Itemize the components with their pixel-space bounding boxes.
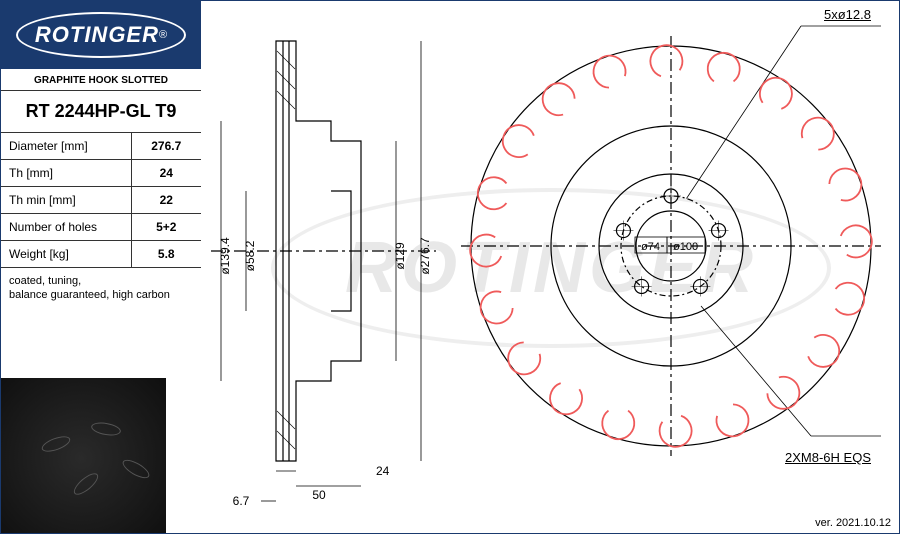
notes: coated, tuning, balance guaranteed, high…: [1, 268, 201, 309]
version-text: ver. 2021.10.12: [815, 517, 891, 529]
svg-text:6.7: 6.7: [233, 494, 250, 508]
svg-text:ø100: ø100: [673, 241, 698, 253]
spec-panel: ROTINGER® GRAPHITE HOOK SLOTTED RT 2244H…: [1, 1, 201, 309]
svg-text:ø74: ø74: [641, 241, 660, 253]
spec-table: Diameter [mm]276.7 Th [mm]24 Th min [mm]…: [1, 133, 201, 268]
svg-text:ø129: ø129: [393, 242, 407, 270]
side-view: ø276.7 ø129 ø58.2 ø139.4 24 50 6.7: [201, 11, 441, 511]
logo: ROTINGER®: [1, 1, 201, 69]
product-photo: [1, 378, 166, 533]
table-row: Diameter [mm]276.7: [1, 133, 201, 160]
svg-text:ø276.7: ø276.7: [418, 237, 432, 275]
svg-text:24: 24: [376, 464, 390, 478]
drawing-area: ROTINGER: [201, 1, 900, 535]
svg-text:ø139.4: ø139.4: [218, 237, 232, 275]
face-view: ø74 ø100: [441, 11, 900, 501]
table-row: Th [mm]24: [1, 160, 201, 187]
subtitle: GRAPHITE HOOK SLOTTED: [1, 69, 201, 91]
part-number: RT 2244HP-GL T9: [1, 91, 201, 133]
svg-text:50: 50: [312, 488, 326, 502]
table-row: Th min [mm]22: [1, 187, 201, 214]
table-row: Number of holes5+2: [1, 214, 201, 241]
svg-text:ø58.2: ø58.2: [243, 240, 257, 271]
table-row: Weight [kg]5.8: [1, 241, 201, 268]
